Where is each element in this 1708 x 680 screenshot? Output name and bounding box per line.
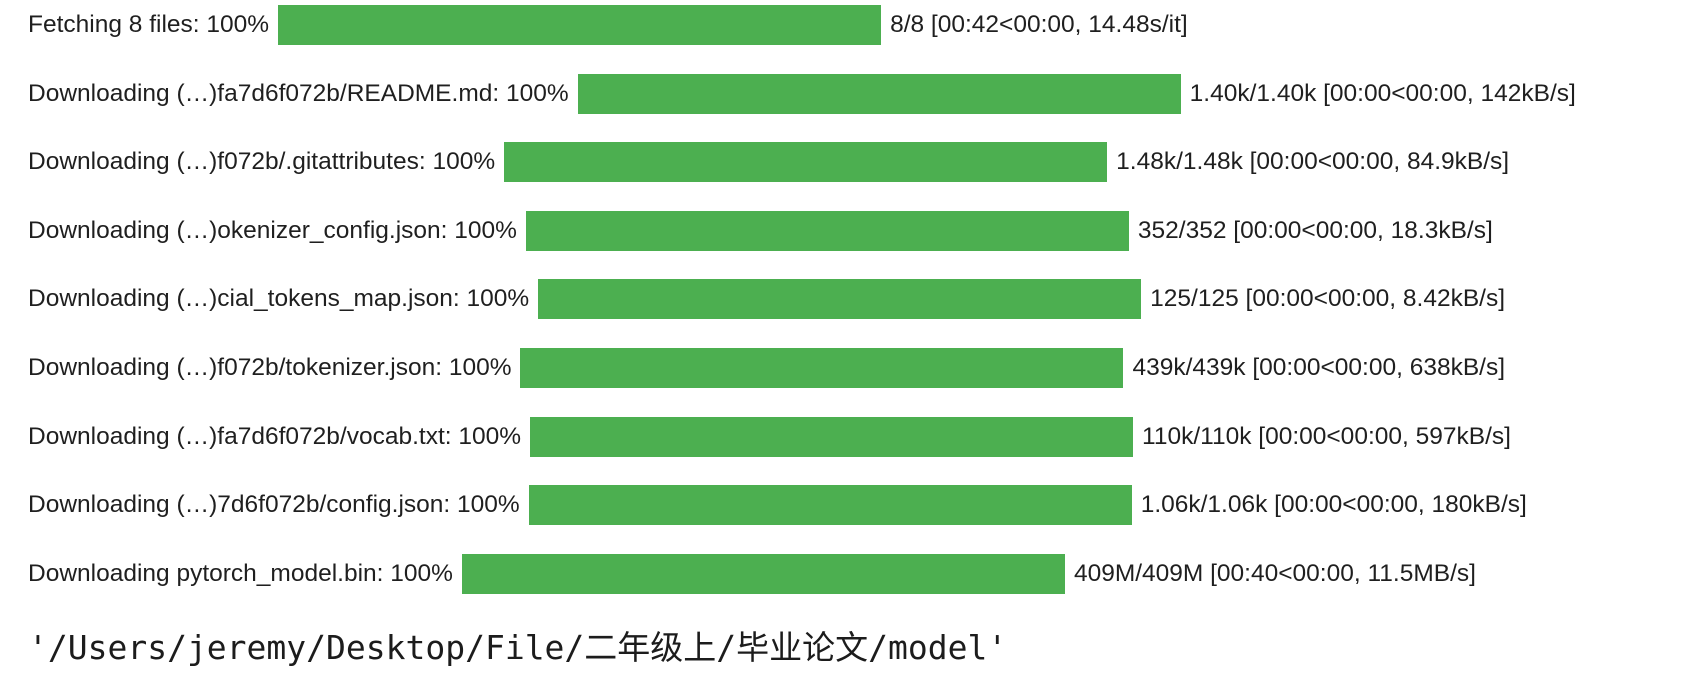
progress-row: Downloading (…)f072b/.gitattributes: 100…	[28, 142, 1698, 211]
progress-label: Downloading pytorch_model.bin: 100%	[28, 559, 453, 587]
progress-output: Fetching 8 files: 100% 8/8 [00:42<00:00,…	[28, 5, 1698, 622]
progress-bar	[504, 142, 1108, 183]
progress-bar	[520, 347, 1124, 388]
progress-row: Downloading (…)okenizer_config.json: 100…	[28, 210, 1698, 280]
progress-stats: 1.06k/1.06k [00:00<00:00, 180kB/s]	[1140, 491, 1527, 519]
progress-bar-fill	[538, 279, 1142, 320]
progress-stats: 439k/439k [00:00<00:00, 638kB/s]	[1132, 353, 1506, 381]
progress-bar-fill	[577, 73, 1181, 114]
progress-stats: 352/352 [00:00<00:00, 18.3kB/s]	[1137, 216, 1493, 244]
progress-bar	[525, 210, 1129, 251]
progress-stats: 1.48k/1.48k [00:00<00:00, 84.9kB/s]	[1116, 148, 1510, 176]
progress-row: Downloading (…)f072b/tokenizer.json: 100…	[28, 347, 1698, 417]
progress-label: Downloading (…)okenizer_config.json: 100…	[28, 216, 517, 244]
progress-row: Downloading pytorch_model.bin: 100% 409M…	[28, 553, 1698, 623]
progress-bar	[538, 279, 1142, 320]
progress-bar-fill	[504, 142, 1108, 183]
progress-stats: 8/8 [00:42<00:00, 14.48s/it]	[890, 11, 1188, 38]
progress-row: Downloading (…)7d6f072b/config.json: 100…	[28, 485, 1698, 554]
progress-bar-fill	[520, 347, 1124, 388]
progress-row: Fetching 8 files: 100% 8/8 [00:42<00:00,…	[28, 5, 1698, 74]
progress-label: Fetching 8 files: 100%	[28, 11, 270, 38]
progress-stats: 1.40k/1.40k [00:00<00:00, 142kB/s]	[1189, 79, 1576, 107]
progress-label: Downloading (…)fa7d6f072b/vocab.txt: 100…	[28, 422, 522, 450]
progress-bar	[577, 73, 1181, 114]
progress-row: Downloading (…)fa7d6f072b/README.md: 100…	[28, 73, 1698, 143]
progress-bar	[530, 416, 1134, 457]
progress-bar	[528, 485, 1132, 526]
progress-stats: 125/125 [00:00<00:00, 8.42kB/s]	[1150, 285, 1506, 313]
progress-bar-fill	[530, 416, 1134, 457]
progress-label: Downloading (…)f072b/tokenizer.json: 100…	[28, 353, 512, 381]
progress-stats: 110k/110k [00:00<00:00, 597kB/s]	[1142, 422, 1511, 450]
progress-label: Downloading (…)cial_tokens_map.json: 100…	[28, 285, 530, 313]
progress-label: Downloading (…)f072b/.gitattributes: 100…	[28, 148, 496, 176]
progress-label: Downloading (…)fa7d6f072b/README.md: 100…	[28, 79, 569, 107]
progress-bar-fill	[528, 485, 1132, 526]
progress-bar	[278, 5, 882, 45]
progress-bar-fill	[461, 553, 1065, 594]
progress-row: Downloading (…)cial_tokens_map.json: 100…	[28, 279, 1698, 348]
progress-stats: 409M/409M [00:40<00:00, 11.5MB/s]	[1073, 559, 1476, 587]
progress-bar-fill	[278, 5, 882, 45]
progress-bar-fill	[525, 210, 1129, 251]
progress-bar	[461, 553, 1065, 594]
progress-label: Downloading (…)7d6f072b/config.json: 100…	[28, 491, 520, 519]
progress-row: Downloading (…)fa7d6f072b/vocab.txt: 100…	[28, 416, 1698, 486]
output-path-text: '/Users/jeremy/Desktop/File/二年级上/毕业论文/mo…	[28, 628, 1008, 667]
